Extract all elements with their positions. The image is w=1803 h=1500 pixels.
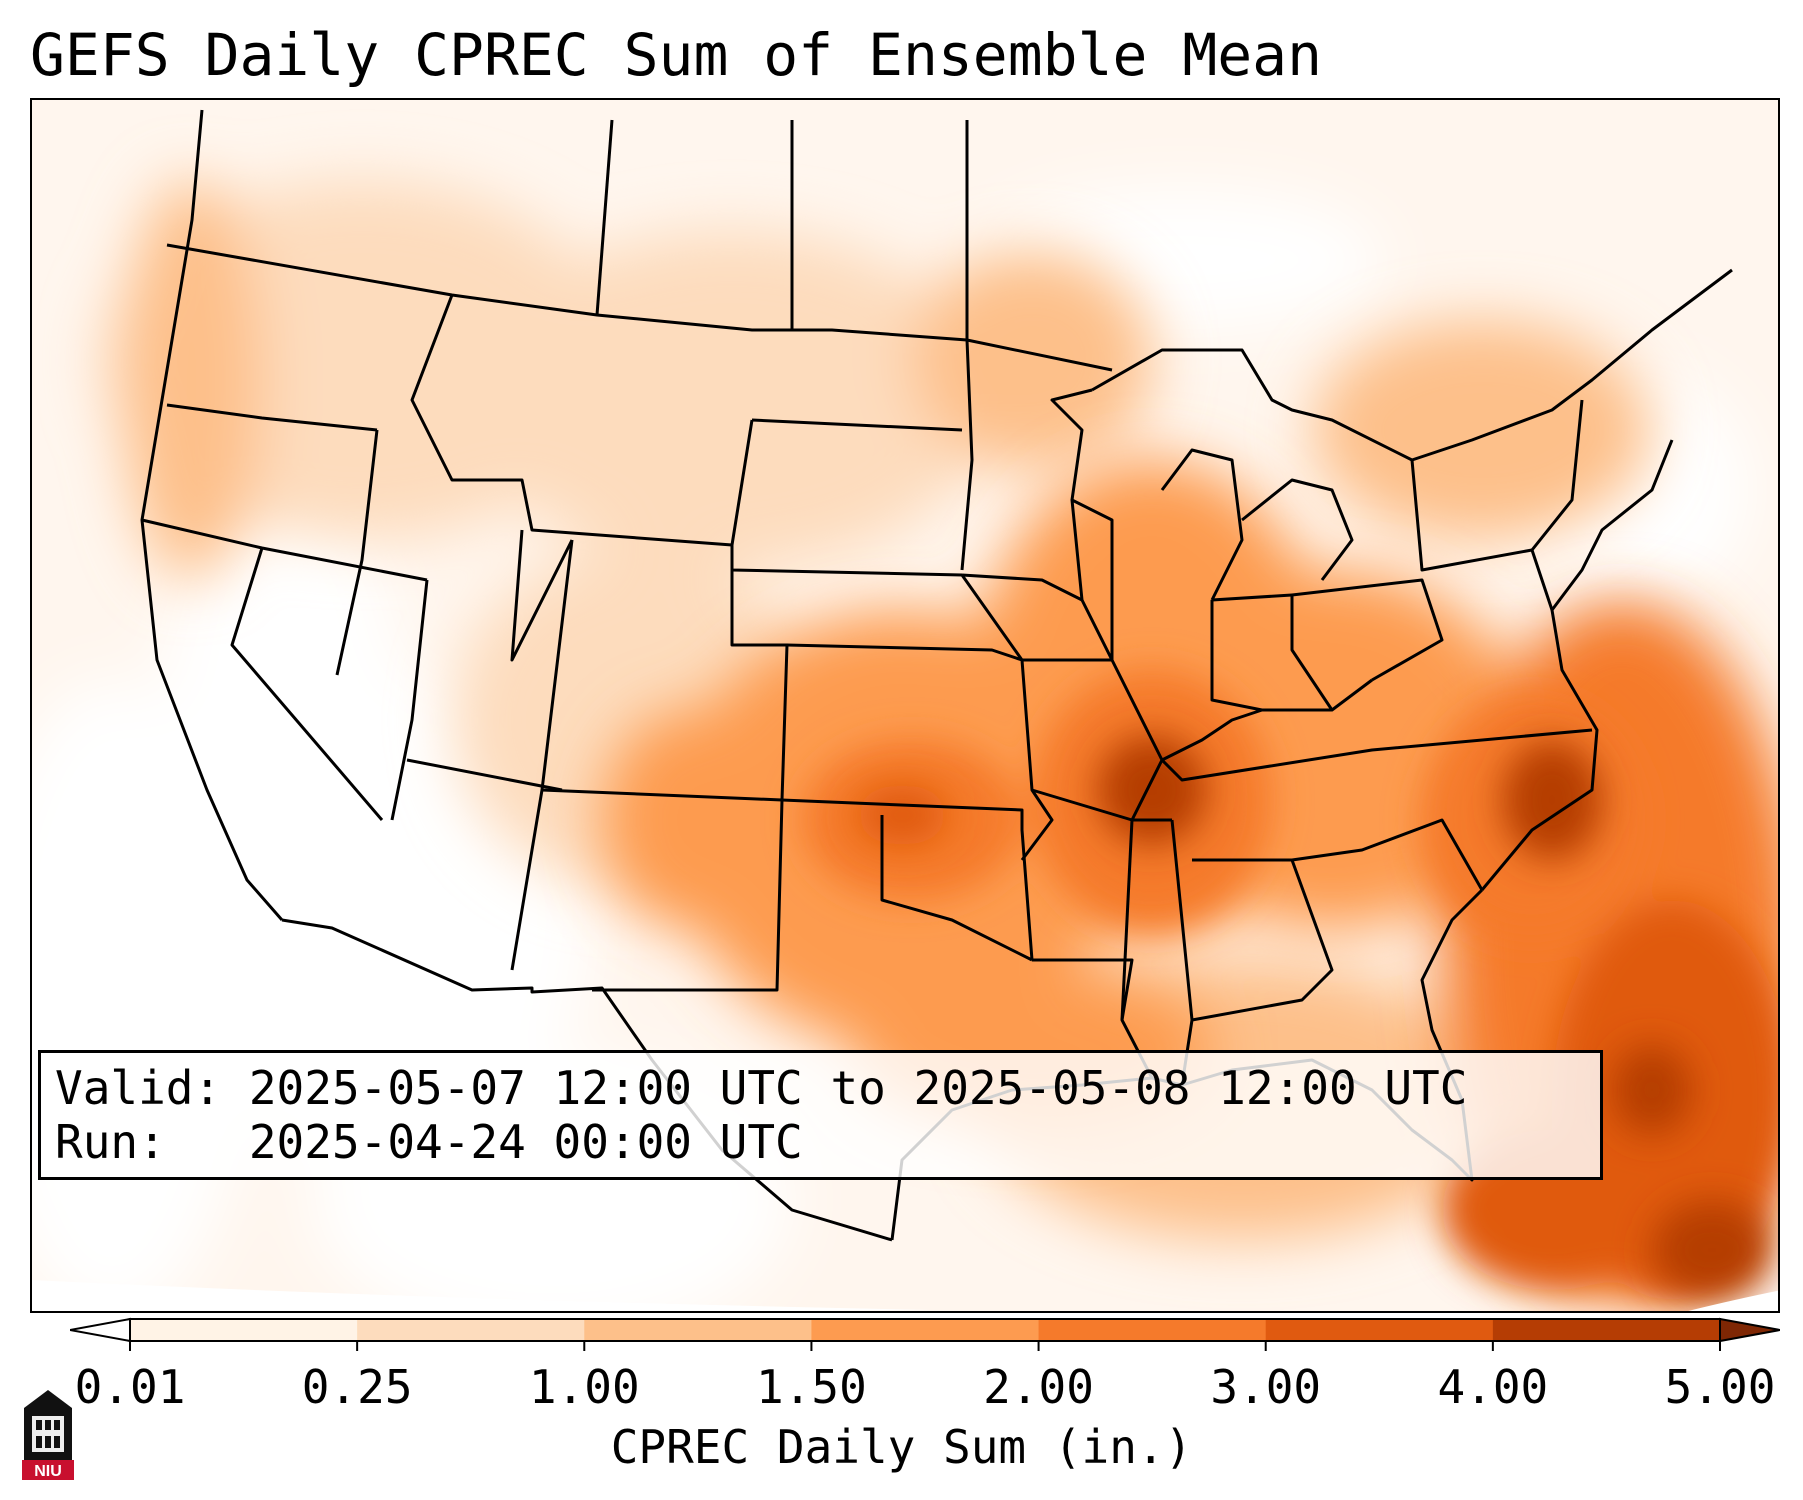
valid-time-line: Valid: 2025-05-07 12:00 UTC to 2025-05-0… (55, 1061, 1468, 1115)
niu-logo-icon: NIU (22, 1390, 74, 1480)
colorbar-label: CPREC Daily Sum (in.) (610, 1420, 1193, 1474)
colorbar-tick-label: 1.00 (528, 1360, 640, 1414)
colorbar-segment (1492, 1319, 1721, 1341)
colorbar-tick-label: 5.00 (1664, 1360, 1776, 1414)
svg-text:NIU: NIU (34, 1463, 62, 1480)
map-title: GEFS Daily CPREC Sum of Ensemble Mean (30, 21, 1323, 89)
colorbar-tick-label: 0.25 (301, 1360, 413, 1414)
colorbar-under-arrow (70, 1317, 131, 1343)
colorbar-tick-label: 4.00 (1437, 1360, 1549, 1414)
colorbar-segment (130, 1319, 358, 1341)
colorbar-ticks (129, 1341, 1721, 1351)
colorbar-segment (1038, 1319, 1267, 1341)
run-time-line: Run: 2025-04-24 00:00 UTC (55, 1115, 803, 1169)
colorbar-over-arrow (1719, 1317, 1780, 1343)
colorbar-segment (1265, 1319, 1494, 1341)
colorbar-tick-label: 2.00 (983, 1360, 1094, 1414)
colorbar-segment (584, 1319, 812, 1341)
colorbar-tick-label: 3.00 (1210, 1360, 1322, 1414)
colorbar-segment (811, 1319, 1040, 1341)
colorbar-segment (357, 1319, 585, 1341)
colorbar (70, 1317, 1780, 1351)
colorbar-tick-label: 0.01 (74, 1360, 186, 1414)
validity-info-box: Valid: 2025-05-07 12:00 UTC to 2025-05-0… (38, 1050, 1603, 1180)
colorbar-segments (70, 1317, 1780, 1343)
colorbar-tick-label: 1.50 (756, 1360, 867, 1414)
state-boundaries (140, 109, 1733, 1242)
colorbar-outline (129, 1318, 1721, 1342)
